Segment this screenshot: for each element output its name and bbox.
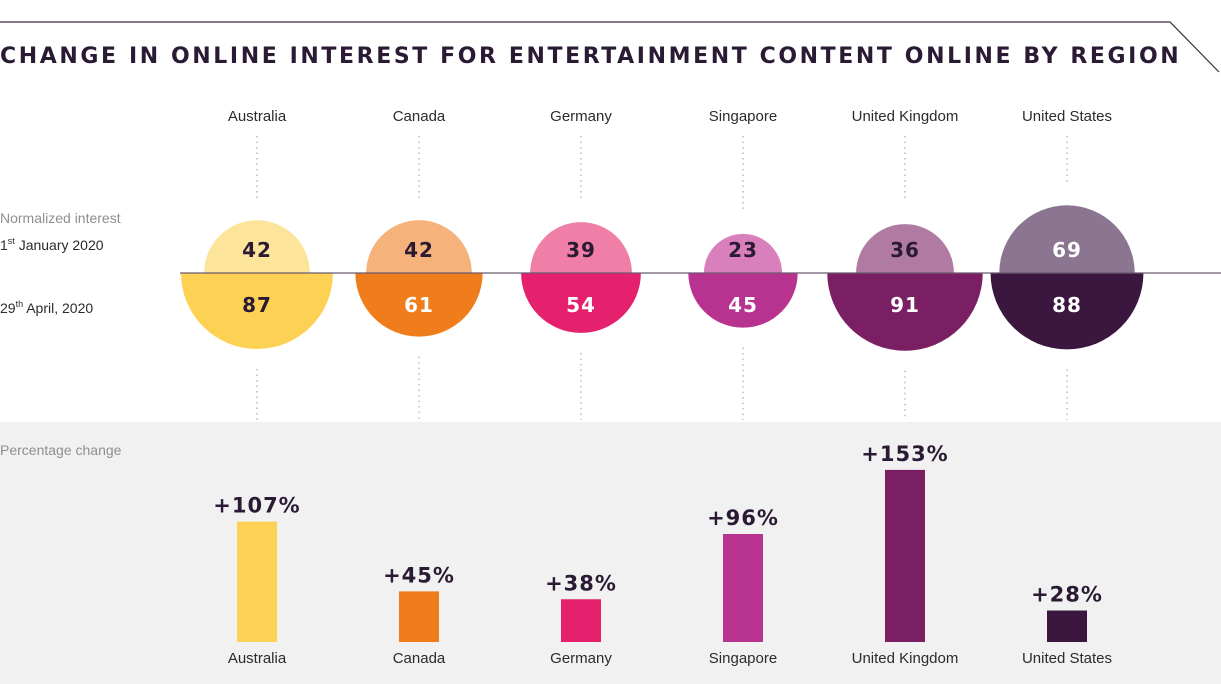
- percentage-panel: [0, 422, 1221, 684]
- value-label-apr: 54: [566, 293, 596, 317]
- semicircle-jan: [999, 205, 1135, 273]
- region-label-bottom: Germany: [550, 650, 612, 667]
- value-label-apr: 61: [404, 293, 434, 317]
- percentage-label: +153%: [861, 442, 948, 466]
- semicircle-apr: [355, 273, 483, 337]
- region-label-bottom: Australia: [228, 650, 287, 667]
- semicircle-apr: [521, 273, 641, 333]
- percentage-bar: [723, 534, 763, 642]
- semicircle-apr: [688, 273, 798, 328]
- normalized-interest-label: Normalized interest: [0, 210, 121, 226]
- series-jan-label: 1st January 2020: [0, 236, 104, 253]
- semicircle-jan: [703, 233, 783, 273]
- percentage-label: +45%: [383, 563, 455, 587]
- value-label-jan: 39: [566, 238, 596, 262]
- region-label-bottom: Singapore: [709, 650, 777, 667]
- region-label-bottom: United States: [1022, 650, 1112, 667]
- value-label-apr: 87: [242, 293, 272, 317]
- region-label-top: Germany: [550, 108, 612, 125]
- region-label-top: United Kingdom: [852, 108, 959, 125]
- value-label-jan: 42: [404, 238, 434, 262]
- value-label-apr: 45: [728, 293, 758, 317]
- percentage-label: +107%: [213, 494, 300, 518]
- region-label-top: Australia: [228, 108, 287, 125]
- percentage-label: +38%: [545, 571, 617, 595]
- region-label-top: Canada: [393, 108, 446, 125]
- semicircle-jan: [530, 222, 632, 273]
- value-label-apr: 88: [1052, 293, 1082, 317]
- value-label-jan: 36: [890, 238, 920, 262]
- percentage-label: +96%: [707, 506, 779, 530]
- semicircle-apr: [180, 273, 334, 349]
- percentage-bar: [1047, 610, 1087, 642]
- percentage-bar: [399, 591, 439, 642]
- percentage-bar: [561, 599, 601, 642]
- header-frame-line: [0, 21, 1220, 73]
- semicircle-apr: [990, 273, 1144, 350]
- region-label-top: United States: [1022, 108, 1112, 125]
- percentage-bar: [237, 521, 277, 642]
- semicircle-jan: [204, 220, 310, 273]
- value-label-jan: 23: [728, 238, 758, 262]
- series-apr-label: 29th April, 2020: [0, 299, 93, 316]
- semicircle-jan: [366, 220, 472, 273]
- value-label-apr: 91: [890, 293, 920, 317]
- semicircle-apr: [827, 273, 983, 351]
- region-label-bottom: United Kingdom: [852, 650, 959, 667]
- region-label-bottom: Canada: [393, 650, 446, 667]
- percentage-label: +28%: [1031, 583, 1103, 607]
- value-label-jan: 42: [242, 238, 272, 262]
- semicircle-jan: [856, 224, 954, 273]
- percentage-change-label: Percentage change: [0, 442, 122, 458]
- chart-title: CHANGE IN ONLINE INTEREST FOR ENTERTAINM…: [0, 44, 1181, 69]
- percentage-bar: [885, 469, 925, 642]
- region-label-top: Singapore: [709, 108, 777, 125]
- value-label-jan: 69: [1052, 238, 1082, 262]
